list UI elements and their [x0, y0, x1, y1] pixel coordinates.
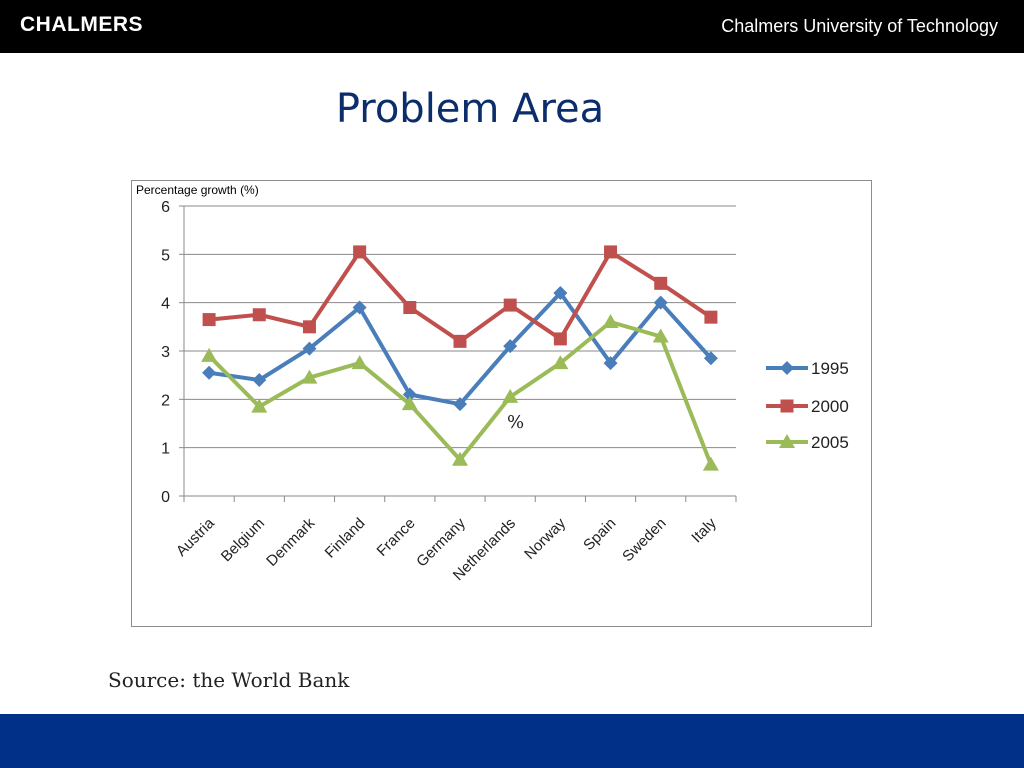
data-point-1995 [252, 373, 267, 387]
data-point-1995 [603, 356, 618, 371]
legend-marker-2005 [779, 434, 795, 448]
series-line-1995 [208, 291, 713, 407]
y-axis-label: Percentage growth (%) [136, 183, 259, 197]
data-point-2005 [602, 314, 619, 328]
x-tick-label: Italy [688, 514, 720, 546]
data-point-2000 [353, 245, 367, 259]
y-tick-label: 5 [161, 247, 170, 264]
data-point-2000 [704, 310, 718, 324]
data-point-2005 [452, 451, 468, 466]
data-point-2005 [401, 396, 418, 411]
y-tick-label: 1 [161, 441, 170, 458]
data-point-2000 [553, 332, 567, 346]
x-tick-label: Denmark [263, 514, 318, 569]
x-tick-label: Finland [322, 515, 369, 562]
data-point-2005 [702, 456, 719, 471]
chart-frame: Percentage growth (%) 0 1 2 3 4 5 6 Austria Belgi… [131, 180, 872, 627]
data-point-2005 [251, 398, 268, 413]
data-point-2000 [453, 334, 467, 348]
data-point-2005 [552, 355, 569, 370]
x-tick-label: Norway [521, 514, 569, 562]
x-tick-label: Sweden [619, 515, 669, 565]
data-point-1995 [503, 339, 518, 354]
x-tick-label: France [374, 515, 419, 560]
data-point-1995 [703, 351, 718, 366]
data-point-1995 [553, 286, 568, 300]
data-point-2005 [652, 328, 669, 343]
data-point-2000 [604, 245, 618, 259]
line-chart: Percentage growth (%) 0 1 2 3 4 5 6 Austria Belgi… [136, 183, 849, 584]
chalmers-logo: CHALMERS [20, 13, 143, 36]
data-point-2000 [503, 298, 517, 312]
data-point-2005 [201, 347, 218, 362]
y-tick-label: 3 [161, 344, 170, 361]
legend-label: 2000 [811, 397, 849, 416]
data-point-2000 [654, 276, 668, 290]
data-point-1995 [402, 387, 417, 402]
legend-label: 1995 [811, 359, 849, 378]
data-point-2000 [403, 301, 417, 314]
data-point-2000 [202, 313, 216, 327]
university-name: Chalmers University of Technology [721, 16, 998, 36]
x-tick-label: Belgium [218, 515, 268, 565]
x-tick-label: Spain [580, 515, 619, 554]
data-point-1995 [352, 300, 367, 315]
source-note: Source: the World Bank [108, 668, 350, 692]
y-tick-label: 6 [161, 199, 170, 216]
y-tick-label: 2 [161, 392, 170, 409]
data-point-2005 [502, 388, 519, 403]
data-point-2000 [252, 308, 266, 322]
x-tick-label: Austria [173, 514, 218, 559]
y-tick-label: 4 [161, 296, 170, 313]
data-point-2000 [302, 320, 316, 334]
legend-label: 2005 [811, 433, 849, 452]
data-point-1995 [202, 365, 217, 380]
header-bar: CHALMERS Chalmers University of Technolo… [0, 0, 1024, 53]
legend-marker-1995 [780, 361, 794, 375]
data-point-2005 [301, 369, 318, 384]
footer-bar [0, 714, 1024, 768]
data-point-1995 [453, 397, 467, 412]
data-point-2005 [351, 355, 368, 370]
slide-title: Problem Area [335, 86, 605, 132]
data-point-1995 [302, 341, 317, 356]
annotation-percent: % [507, 412, 524, 433]
y-tick-label: 0 [161, 489, 170, 506]
legend-marker-2000 [780, 399, 794, 413]
